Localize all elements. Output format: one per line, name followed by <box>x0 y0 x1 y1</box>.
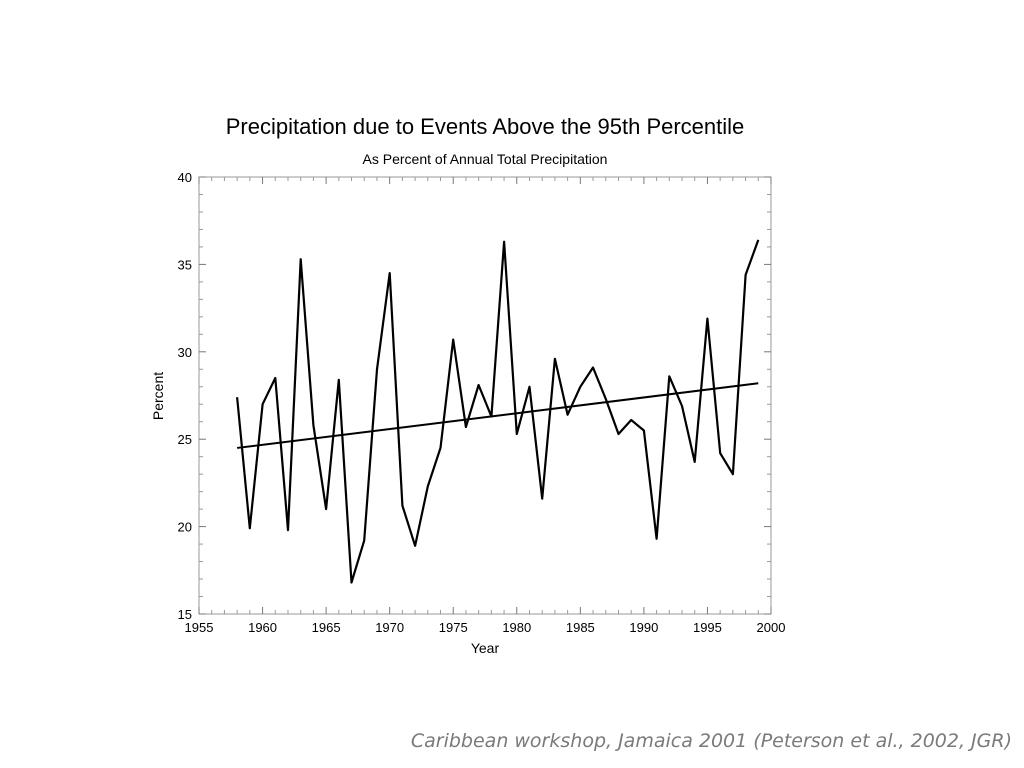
x-tick-label: 1985 <box>566 620 595 635</box>
plot-frame <box>198 176 772 615</box>
y-tick-label: 40 <box>178 170 192 185</box>
y-tick-label: 35 <box>178 257 192 272</box>
source-caption: Caribbean workshop, Jamaica 2001 (Peters… <box>410 730 1012 752</box>
x-axis: 1955 1960 1965 1970 1975 1980 1985 1990 1995 2000 <box>185 177 786 635</box>
x-tick-label: 1980 <box>502 620 531 635</box>
x-tick-label: 1970 <box>375 620 404 635</box>
x-tick-label: 1990 <box>629 620 658 635</box>
trend-line <box>237 382 759 449</box>
x-tick-label: 1955 <box>185 620 214 635</box>
x-tick-label: 1965 <box>312 620 341 635</box>
y-axis: 15 20 25 30 35 40 <box>178 170 771 622</box>
x-tick-label: 1995 <box>693 620 722 635</box>
x-tick-label: 1960 <box>248 620 277 635</box>
y-axis-label: Percent <box>150 372 166 420</box>
chart-subtitle: As Percent of Annual Total Precipitation <box>363 151 608 167</box>
y-tick-label: 30 <box>178 345 192 360</box>
chart-title: Precipitation due to Events Above the 95… <box>226 114 745 139</box>
y-tick-label: 25 <box>178 432 192 447</box>
y-tick-label: 15 <box>178 607 192 622</box>
x-axis-label: Year <box>471 640 500 656</box>
y-tick-label: 20 <box>178 520 192 535</box>
x-tick-label: 1975 <box>439 620 468 635</box>
percent-series-line <box>236 239 760 584</box>
x-tick-label: 2000 <box>757 620 786 635</box>
